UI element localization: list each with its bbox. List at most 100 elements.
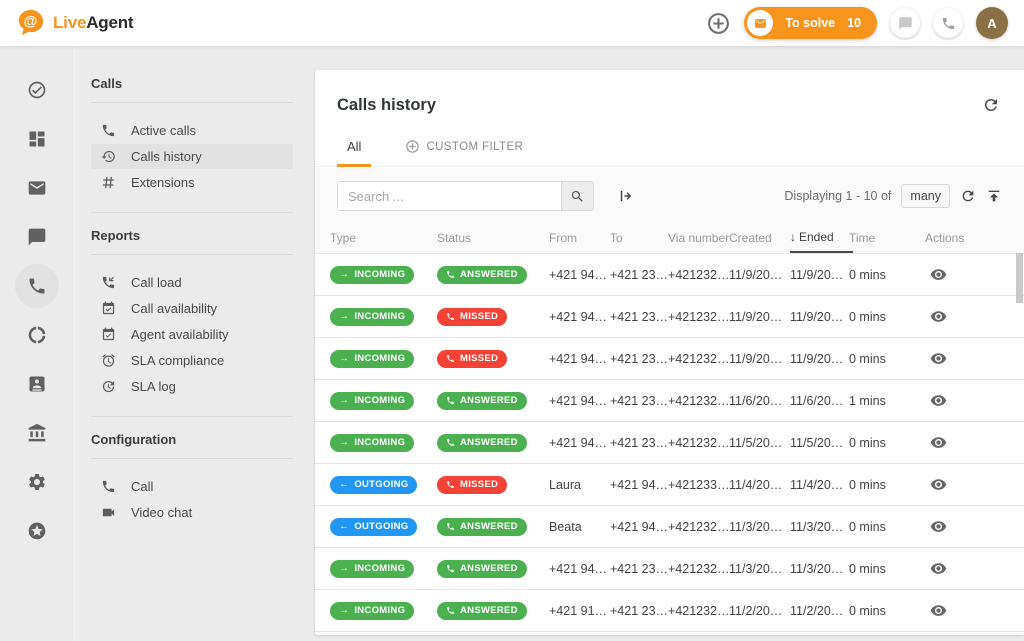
sidebar-item-label: Call load [131, 275, 182, 290]
sidebar-item-label: Call [131, 479, 154, 494]
sidebar-item-video-chat[interactable]: Video chat [91, 500, 293, 525]
sidebar-item-sla-log[interactable]: SLA log [91, 374, 293, 399]
search-input[interactable] [337, 181, 561, 211]
eye-icon[interactable] [930, 602, 947, 619]
outgoing-arrow-icon: ← [339, 520, 350, 532]
rail-item-academy[interactable] [15, 411, 59, 455]
add-new-button[interactable] [706, 11, 731, 36]
scrollbar-thumb[interactable] [1016, 253, 1023, 303]
table-row: → INCOMING ANSWERED +421 91… +421 23… +421232… [315, 590, 1024, 632]
sidebar-item-call-availability[interactable]: Call availability [91, 296, 293, 321]
refresh-button[interactable] [982, 96, 1000, 114]
column-actions[interactable]: Actions [925, 231, 965, 245]
rail-item-resolve[interactable] [15, 68, 59, 112]
column-status[interactable]: Status [437, 231, 472, 245]
reload-list-button[interactable] [960, 188, 976, 204]
chats-button[interactable] [890, 8, 920, 38]
dashboard-icon [27, 129, 47, 149]
rail-item-calls[interactable] [15, 264, 59, 308]
column-time[interactable]: Time [849, 231, 876, 245]
type-badge: ← OUTGOING [330, 475, 418, 494]
sidebar-item-active-calls[interactable]: Active calls [91, 118, 293, 143]
rail-item-chats[interactable] [15, 215, 59, 259]
eye-icon[interactable] [930, 266, 947, 283]
column-to[interactable]: To [610, 231, 623, 245]
cell-via-number: +421232… [668, 267, 730, 282]
sidebar-item-call-load[interactable]: Call load [91, 270, 293, 295]
tab-custom-filter[interactable]: CUSTOM FILTER [395, 127, 533, 166]
cell-ended: 11/5/20… [790, 435, 844, 450]
cell-time: 0 mins [849, 351, 886, 366]
eye-icon[interactable] [930, 434, 947, 451]
cell-to: +421 23… [610, 351, 669, 366]
phone-icon [446, 438, 455, 447]
cell-actions [909, 308, 1024, 325]
eye-icon[interactable] [930, 350, 947, 367]
rail-item-settings[interactable] [15, 460, 59, 504]
type-badge: → INCOMING [330, 391, 415, 410]
table-rows: → INCOMING ANSWERED +421 94… +421 23… +421232… [315, 253, 1024, 632]
column-from[interactable]: From [549, 231, 577, 245]
to-solve-button[interactable]: To solve 10 [744, 7, 877, 39]
liveagent-bubble-icon: @ [18, 9, 44, 36]
sidebar-item-calls-history[interactable]: Calls history [91, 144, 293, 169]
incoming-arrow-icon: → [339, 604, 350, 616]
column-ended[interactable]: ↓ Ended [790, 223, 853, 253]
cell-type: → INCOMING [330, 307, 437, 326]
cell-actions [909, 560, 1024, 577]
cell-from: +421 94… [549, 393, 608, 408]
cell-to: +421 23… [610, 267, 669, 282]
cell-status: ANSWERED [437, 517, 549, 536]
section-title: Configuration [91, 432, 177, 447]
calls-button[interactable] [933, 8, 963, 38]
sidebar-item-sla-compliance[interactable]: SLA compliance [91, 348, 293, 373]
cell-from: +421 94… [549, 267, 608, 282]
eye-icon[interactable] [930, 392, 947, 409]
rail-item-upgrade[interactable] [15, 509, 59, 553]
cell-status: ANSWERED [437, 559, 549, 578]
sidebar-item-extensions[interactable]: Extensions [91, 170, 293, 195]
cell-time: 0 mins [849, 309, 886, 324]
column-type[interactable]: Type [330, 231, 357, 245]
sidebar-item-call[interactable]: Call [91, 474, 293, 499]
sidebar-item-agent-availability[interactable]: Agent availability [91, 322, 293, 347]
eye-icon[interactable] [930, 560, 947, 577]
cell-type: → INCOMING [330, 265, 437, 284]
section-divider [91, 416, 293, 417]
phone-icon [446, 270, 455, 279]
star-circle-icon [27, 521, 47, 541]
tab-all[interactable]: All [337, 127, 372, 167]
rail-item-tickets[interactable] [15, 166, 59, 210]
rail-item-dashboard[interactable] [15, 117, 59, 161]
section-divider [91, 102, 293, 103]
cell-ended: 11/2/20… [790, 603, 844, 618]
eye-icon[interactable] [930, 518, 947, 535]
topbar: @ LiveAgent To solve 10 A [0, 0, 1024, 46]
liveagent-logo[interactable]: @ LiveAgent [16, 8, 134, 38]
cell-created: 11/3/20… [729, 519, 783, 534]
status-badge: ANSWERED [437, 265, 527, 284]
section-title: Calls [91, 76, 123, 91]
rail-item-social[interactable] [15, 313, 59, 357]
rail-item-contacts[interactable] [15, 362, 59, 406]
jump-forward-button[interactable] [617, 187, 635, 205]
cell-actions [909, 434, 1024, 451]
scroll-to-top-button[interactable] [986, 188, 1002, 204]
avatar[interactable]: A [976, 7, 1008, 39]
status-badge: ANSWERED [437, 559, 527, 578]
eye-icon[interactable] [930, 476, 947, 493]
cell-to: +421 23… [610, 309, 669, 324]
cell-from: Laura [549, 477, 581, 492]
eye-icon[interactable] [930, 308, 947, 325]
phone-icon [101, 123, 116, 138]
column-created[interactable]: Created [729, 231, 772, 245]
status-badge: ANSWERED [437, 601, 527, 620]
cell-time: 0 mins [849, 267, 886, 282]
table-row: → INCOMING MISSED +421 94… +421 23… +421232… 1… [315, 338, 1024, 380]
count-chip[interactable]: many [901, 184, 950, 208]
column-via-number[interactable]: Via number [668, 231, 730, 245]
cell-created: 11/9/20… [729, 309, 783, 324]
table-row: → INCOMING ANSWERED +421 94… +421 23… +421232… [315, 380, 1024, 422]
search-button[interactable] [561, 181, 594, 211]
cell-type: → INCOMING [330, 349, 437, 368]
